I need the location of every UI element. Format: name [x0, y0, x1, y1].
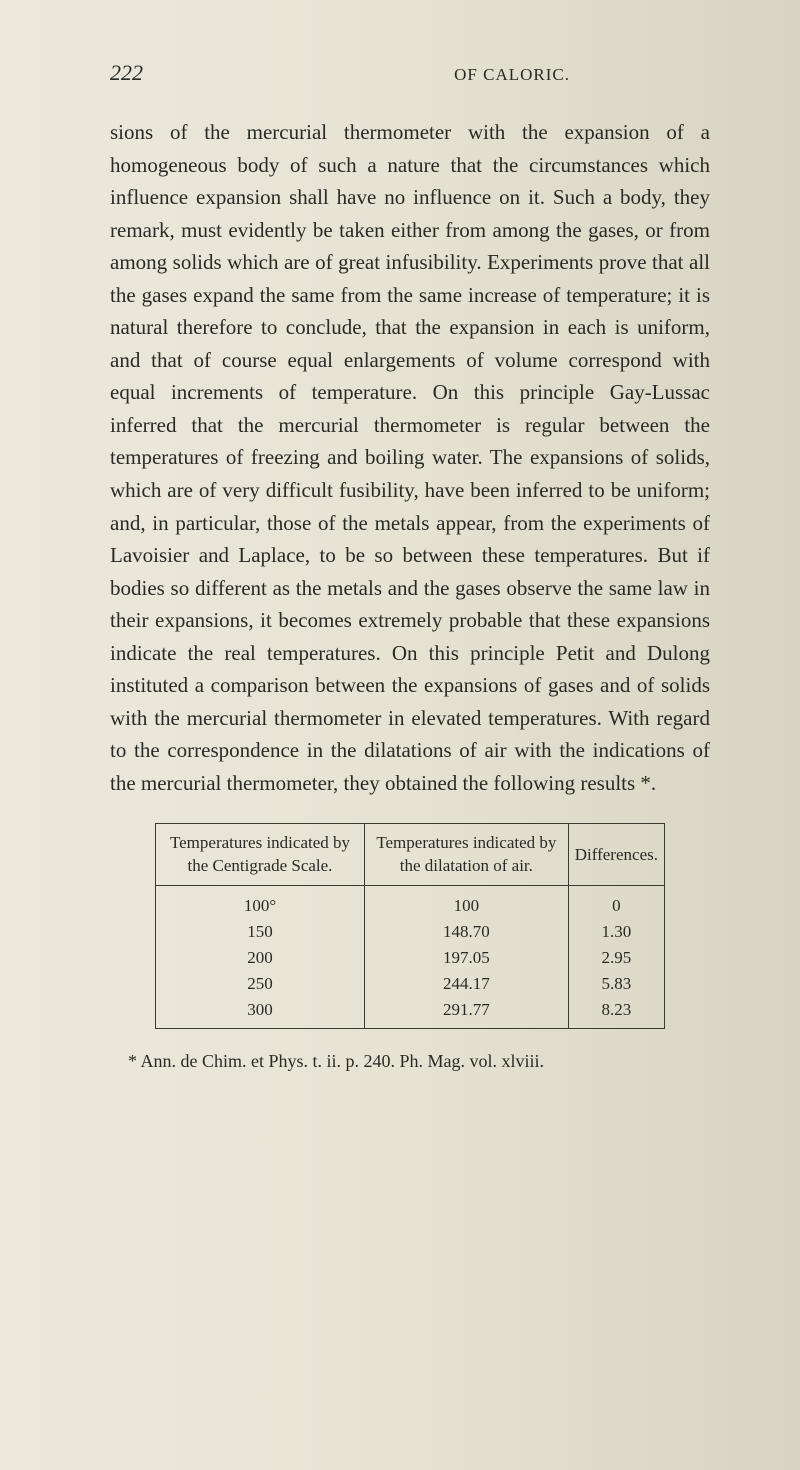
cell-scale: 200 — [156, 945, 365, 971]
data-table: Temperatures in­dicated by the Centigrad… — [155, 823, 665, 1028]
cell-diff: 5.83 — [568, 971, 664, 997]
cell-diff: 1.30 — [568, 919, 664, 945]
table-header-col3: Differences. — [568, 824, 664, 885]
cell-air: 244.17 — [364, 971, 568, 997]
table-row: 300 291.77 8.23 — [156, 997, 665, 1029]
cell-air: 100 — [364, 885, 568, 919]
cell-diff: 8.23 — [568, 997, 664, 1029]
footnote: * Ann. de Chim. et Phys. t. ii. p. 240. … — [110, 1051, 710, 1072]
book-page: 222 OF CALORIC. sions of the mercurial t… — [0, 0, 800, 1470]
table-row: 100° 100 0 — [156, 885, 665, 919]
table-row: 250 244.17 5.83 — [156, 971, 665, 997]
cell-scale: 250 — [156, 971, 365, 997]
cell-diff: 0 — [568, 885, 664, 919]
cell-scale: 300 — [156, 997, 365, 1029]
cell-diff: 2.95 — [568, 945, 664, 971]
cell-scale: 150 — [156, 919, 365, 945]
cell-scale: 100° — [156, 885, 365, 919]
table-row: 150 148.70 1.30 — [156, 919, 665, 945]
table-header-col2: Temperatures in­dicated by the dilatatio… — [364, 824, 568, 885]
cell-air: 197.05 — [364, 945, 568, 971]
body-text: sions of the mercurial thermometer with … — [110, 116, 710, 799]
paragraph: sions of the mercurial thermometer with … — [110, 116, 710, 799]
page-header: 222 OF CALORIC. — [110, 60, 710, 86]
running-head: OF CALORIC. — [454, 65, 570, 85]
table-header-row: Temperatures in­dicated by the Centigrad… — [156, 824, 665, 885]
page-number: 222 — [110, 60, 143, 86]
table-header-col1: Temperatures in­dicated by the Centigrad… — [156, 824, 365, 885]
table-row: 200 197.05 2.95 — [156, 945, 665, 971]
cell-air: 148.70 — [364, 919, 568, 945]
data-table-container: Temperatures in­dicated by the Centigrad… — [155, 823, 665, 1028]
cell-air: 291.77 — [364, 997, 568, 1029]
